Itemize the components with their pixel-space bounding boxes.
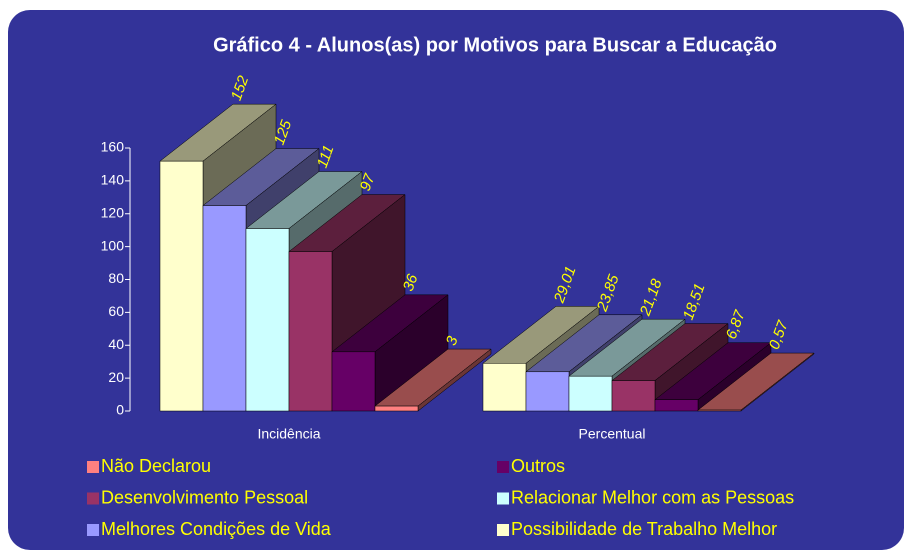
bar: [654, 399, 699, 412]
legend-label: Outros: [511, 456, 565, 476]
bar: [482, 363, 527, 412]
bar: [697, 409, 742, 412]
data-label: 97: [357, 171, 379, 193]
y-tick-label: 120: [101, 204, 125, 220]
y-tick-label: 80: [108, 270, 124, 286]
y-tick-label: 100: [101, 237, 125, 253]
data-label: 36: [400, 271, 422, 293]
legend-swatch: [87, 461, 99, 473]
y-tick-label: 140: [101, 172, 125, 188]
y-tick-label: 40: [108, 336, 124, 352]
x-tick-label: Incidência: [257, 426, 320, 442]
y-tick-label: 160: [101, 139, 125, 155]
y-tick-label: 0: [116, 402, 124, 418]
bar: [245, 228, 290, 412]
legend-label: Desenvolvimento Pessoal: [101, 487, 308, 507]
legend-label: Relacionar Melhor com as Pessoas: [511, 487, 794, 507]
legend-label: Possibilidade de Trabalho Melhor: [511, 519, 777, 539]
bar: [159, 160, 204, 412]
bar: [202, 205, 247, 412]
chart-title: Gráfico 4 - Alunos(as) por Motivos para …: [213, 34, 777, 56]
y-tick-label: 20: [108, 369, 124, 385]
bar: [288, 251, 333, 412]
legend-label: Não Declarou: [101, 456, 211, 476]
legend-swatch: [497, 524, 509, 536]
bar: [374, 405, 419, 412]
bar: [568, 375, 613, 412]
legend-swatch: [497, 492, 509, 505]
legend-swatch: [497, 461, 509, 473]
bar: [331, 351, 376, 412]
data-label: 111: [314, 143, 338, 170]
bar: [525, 371, 570, 412]
bar: [611, 380, 656, 412]
x-tick-label: Percentual: [579, 426, 646, 442]
legend-swatch: [87, 492, 99, 505]
legend-swatch: [87, 524, 99, 536]
legend-label: Melhores Condições de Vida: [101, 519, 332, 539]
y-tick-label: 60: [108, 303, 124, 319]
